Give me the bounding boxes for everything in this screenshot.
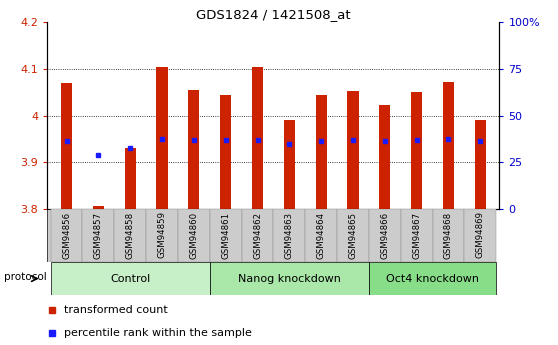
Bar — [210, 262, 369, 295]
Text: Nanog knockdown: Nanog knockdown — [238, 274, 341, 284]
Bar — [443, 82, 454, 209]
Bar — [464, 209, 496, 262]
Text: GSM94864: GSM94864 — [316, 211, 326, 258]
Bar — [178, 209, 210, 262]
Bar — [432, 209, 464, 262]
Bar — [61, 83, 72, 209]
Bar — [369, 262, 496, 295]
Bar — [210, 209, 242, 262]
Bar — [114, 209, 146, 262]
Text: GSM94862: GSM94862 — [253, 211, 262, 258]
Text: GSM94865: GSM94865 — [349, 211, 358, 258]
Text: GSM94856: GSM94856 — [62, 211, 71, 258]
Bar — [337, 209, 369, 262]
Bar — [156, 67, 167, 209]
Text: GSM94860: GSM94860 — [189, 211, 198, 258]
Text: GSM94859: GSM94859 — [157, 211, 166, 258]
Bar — [188, 90, 199, 209]
Bar — [348, 91, 359, 209]
Bar — [93, 206, 104, 209]
Bar — [401, 209, 432, 262]
Text: Oct4 knockdown: Oct4 knockdown — [386, 274, 479, 284]
Bar — [83, 209, 114, 262]
Text: GSM94866: GSM94866 — [381, 211, 389, 258]
Bar — [51, 262, 210, 295]
Text: GSM94869: GSM94869 — [476, 211, 485, 258]
Bar — [220, 95, 231, 209]
Text: GSM94861: GSM94861 — [221, 211, 230, 258]
Text: transformed count: transformed count — [64, 305, 168, 315]
Bar — [51, 209, 83, 262]
Text: percentile rank within the sample: percentile rank within the sample — [64, 328, 252, 337]
Text: Control: Control — [110, 274, 150, 284]
Bar — [273, 209, 305, 262]
Bar — [369, 209, 401, 262]
Bar — [379, 105, 391, 209]
Title: GDS1824 / 1421508_at: GDS1824 / 1421508_at — [196, 8, 351, 21]
Text: GSM94863: GSM94863 — [285, 211, 294, 258]
Bar — [146, 209, 178, 262]
Bar — [411, 92, 422, 209]
Text: GSM94857: GSM94857 — [94, 211, 103, 258]
Bar — [475, 120, 486, 209]
Bar — [305, 209, 337, 262]
Text: protocol: protocol — [4, 272, 46, 282]
Text: GSM94868: GSM94868 — [444, 211, 453, 258]
Bar — [242, 209, 273, 262]
Bar — [316, 95, 327, 209]
Bar — [124, 148, 136, 209]
Bar — [284, 120, 295, 209]
Text: GSM94858: GSM94858 — [126, 211, 134, 258]
Text: GSM94867: GSM94867 — [412, 211, 421, 258]
Bar — [252, 67, 263, 209]
